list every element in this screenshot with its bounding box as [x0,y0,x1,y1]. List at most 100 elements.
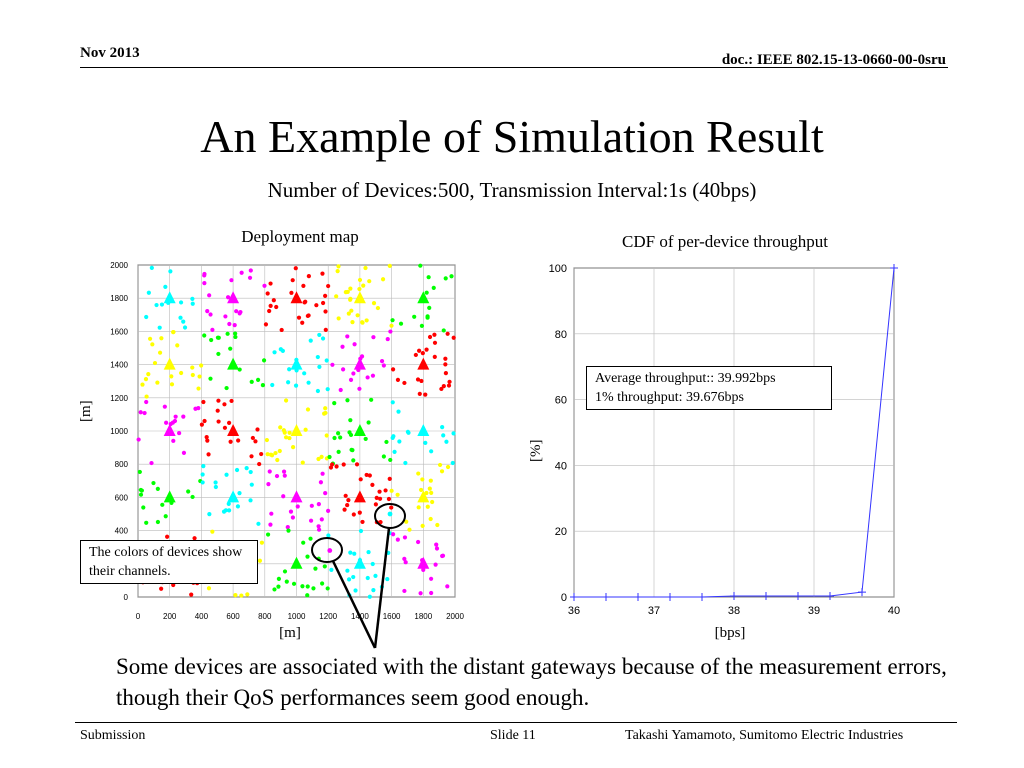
device-point [168,269,173,274]
gateway-marker [353,424,366,436]
device-point [259,451,264,457]
channel-color-note: The colors of devices show their channel… [80,540,258,584]
device-point [336,431,341,436]
device-point [315,354,320,360]
device-point [427,486,432,491]
device-point [159,586,164,591]
device-point [325,387,330,392]
device-point [416,505,421,510]
device-point [151,480,156,486]
device-point [154,302,159,308]
device-point [249,454,254,459]
device-point [320,300,326,306]
device-point [348,550,353,555]
map-y-tick-label: 1600 [110,327,128,336]
device-point [190,296,195,301]
device-point [357,277,363,283]
device-point [244,466,249,471]
device-point [384,439,389,445]
footer-submission: Submission [80,728,146,743]
device-point [162,404,167,409]
device-point [443,371,448,376]
device-point [289,290,294,295]
device-point [334,464,339,469]
device-point [178,315,183,320]
device-point [316,502,321,507]
device-point [237,367,242,372]
slide-caption: Some devices are associated with the dis… [116,654,947,710]
device-point [256,521,261,526]
gateway-marker [290,357,303,370]
device-point [340,344,345,349]
device-point [144,314,149,320]
device-point [248,268,253,273]
device-point [270,382,275,388]
gateway-marker [417,424,430,436]
device-point [305,584,310,589]
device-point [257,558,263,563]
device-point [222,425,228,430]
map-x-tick-label: 600 [226,612,240,621]
device-point [144,399,149,405]
device-point [434,542,439,547]
device-point [303,427,308,432]
device-point [392,449,397,454]
device-point [271,298,276,303]
device-point [326,533,331,538]
device-point [398,321,404,326]
gateway-marker [290,424,303,436]
device-point [227,420,232,426]
device-point [239,593,244,598]
device-point [152,360,158,366]
device-point [189,592,194,597]
device-point [138,492,144,497]
device-point [207,512,212,517]
cdf-x-label: [bps] [714,625,746,641]
cdf-chart-title: CDF of per-device throughput [622,232,828,251]
device-point [268,281,273,286]
device-point [160,502,165,507]
device-point [374,520,379,525]
gateway-marker [353,357,366,370]
device-point [290,515,295,520]
map-y-tick-label: 1200 [110,394,128,403]
gateway-marker [227,291,240,304]
device-point [388,457,393,463]
device-point [155,380,160,385]
device-point [385,336,390,342]
device-point [444,439,449,444]
device-point [441,433,446,438]
device-point [226,501,231,506]
device-point [199,363,204,368]
map-y-tick-label: 1000 [110,427,128,436]
device-point [306,273,311,279]
device-point [200,472,205,477]
device-point [404,519,409,524]
device-point [357,286,362,292]
device-point [302,371,307,376]
device-point [416,539,421,545]
device-point [234,467,240,473]
device-point [286,528,291,533]
device-point [420,350,425,356]
cdf-y-tick-label: 0 [561,592,567,604]
device-point [288,509,294,514]
gateway-marker [417,490,430,503]
device-point [316,456,321,462]
device-point [283,435,289,440]
device-point [429,449,434,454]
device-point [330,362,335,367]
device-point [190,365,195,370]
device-point [286,380,291,385]
device-point [202,281,207,286]
device-point [157,350,163,355]
device-point [373,573,378,578]
device-point [177,430,182,436]
device-point [318,480,324,485]
device-point [138,410,143,415]
device-point [293,266,298,271]
map-x-tick-label: 400 [195,612,209,621]
device-point [431,285,436,290]
device-point [285,525,290,530]
device-point [451,335,456,340]
